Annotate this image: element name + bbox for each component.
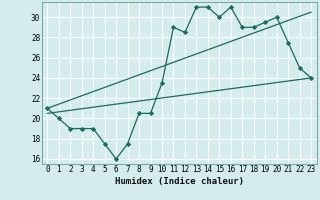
X-axis label: Humidex (Indice chaleur): Humidex (Indice chaleur) bbox=[115, 177, 244, 186]
